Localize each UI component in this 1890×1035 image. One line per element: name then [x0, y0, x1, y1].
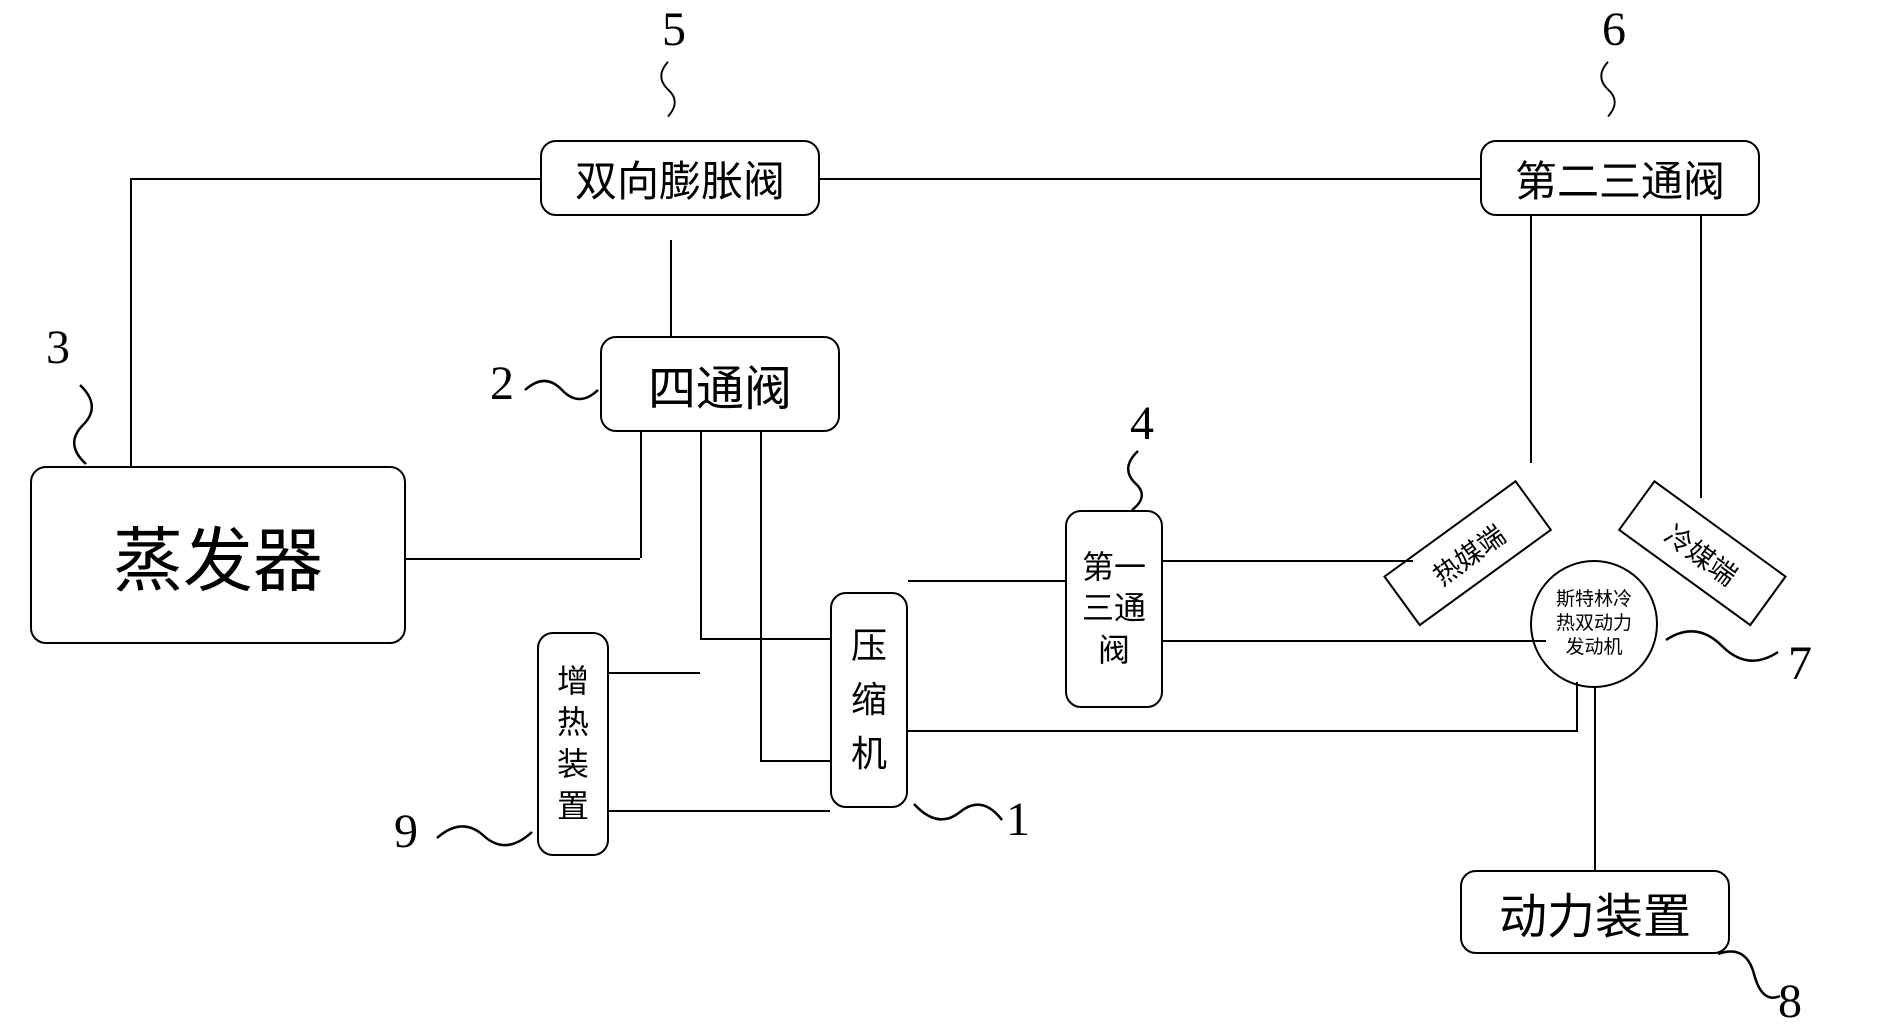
squiggle-icon — [1712, 946, 1784, 1012]
hot-end-label: 热媒端 — [1423, 514, 1511, 593]
squiggle-icon — [1662, 622, 1782, 678]
heat-device-c4: 置 — [557, 786, 589, 828]
cold-end-label: 冷媒端 — [1658, 514, 1746, 593]
compressor-c1: 压 — [851, 619, 887, 673]
squiggle-icon — [1578, 58, 1638, 118]
power-unit-box: 动力装置 — [1460, 870, 1730, 954]
heat-device-c3: 装 — [557, 744, 589, 786]
label-4: 4 — [1130, 396, 1154, 451]
compressor-box: 压 缩 机 — [830, 592, 908, 808]
stirling-t3: 发动机 — [1556, 636, 1632, 660]
four-way-box: 四通阀 — [600, 336, 840, 432]
label-3: 3 — [46, 320, 70, 375]
squiggle-icon — [520, 370, 600, 410]
squiggle-icon — [58, 380, 118, 466]
compressor-c3: 机 — [851, 727, 887, 781]
conn-line — [609, 672, 700, 674]
squiggle-icon — [910, 790, 1004, 840]
conn-line — [908, 730, 1576, 732]
conn-line — [700, 638, 830, 640]
stirling-t2: 热双动力 — [1556, 612, 1632, 636]
conn-line — [609, 810, 830, 812]
heat-device-c1: 增 — [557, 661, 589, 703]
hot-end-box: 热媒端 — [1383, 480, 1552, 627]
second-three-way-label: 第二三通阀 — [1515, 148, 1725, 209]
conn-line — [1594, 688, 1596, 870]
conn-line — [130, 178, 540, 180]
conn-line — [908, 580, 1065, 582]
conn-line — [670, 240, 672, 336]
label-5: 5 — [662, 2, 686, 57]
first-three-way-box: 第一 三通 阀 — [1065, 510, 1163, 708]
stirling-t1: 斯特林冷 — [1556, 588, 1632, 612]
conn-line — [640, 432, 642, 558]
conn-line — [1530, 216, 1532, 463]
heat-device-c2: 热 — [557, 702, 589, 744]
expansion-valve-box: 双向膨胀阀 — [540, 140, 820, 216]
four-way-label: 四通阀 — [648, 349, 792, 419]
power-unit-label: 动力装置 — [1499, 877, 1691, 947]
label-1: 1 — [1006, 792, 1030, 847]
conn-line — [1576, 682, 1578, 732]
conn-line — [1163, 560, 1413, 562]
conn-line — [760, 432, 762, 760]
conn-line — [820, 178, 1480, 180]
label-7: 7 — [1788, 636, 1812, 691]
evaporator-label: 蒸发器 — [113, 505, 323, 606]
first-three-way-l2: 三通 — [1082, 588, 1146, 630]
conn-line — [700, 432, 702, 638]
squiggle-icon — [432, 812, 536, 856]
conn-line — [760, 760, 830, 762]
label-2: 2 — [490, 356, 514, 411]
squiggle-icon — [1110, 448, 1160, 512]
expansion-valve-label: 双向膨胀阀 — [575, 148, 785, 209]
squiggle-icon — [638, 58, 698, 118]
label-9: 9 — [394, 804, 418, 859]
label-6: 6 — [1602, 2, 1626, 57]
conn-line — [406, 558, 640, 560]
conn-line — [1700, 216, 1702, 498]
first-three-way-l3: 阀 — [1098, 630, 1130, 672]
second-three-way-box: 第二三通阀 — [1480, 140, 1760, 216]
heat-device-box: 增 热 装 置 — [537, 632, 609, 856]
stirling-engine-circle: 斯特林冷 热双动力 发动机 — [1530, 560, 1658, 688]
compressor-c2: 缩 — [851, 673, 887, 727]
first-three-way-l1: 第一 — [1082, 547, 1146, 589]
conn-line — [130, 178, 132, 466]
evaporator-box: 蒸发器 — [30, 466, 406, 644]
conn-line — [1163, 640, 1546, 642]
